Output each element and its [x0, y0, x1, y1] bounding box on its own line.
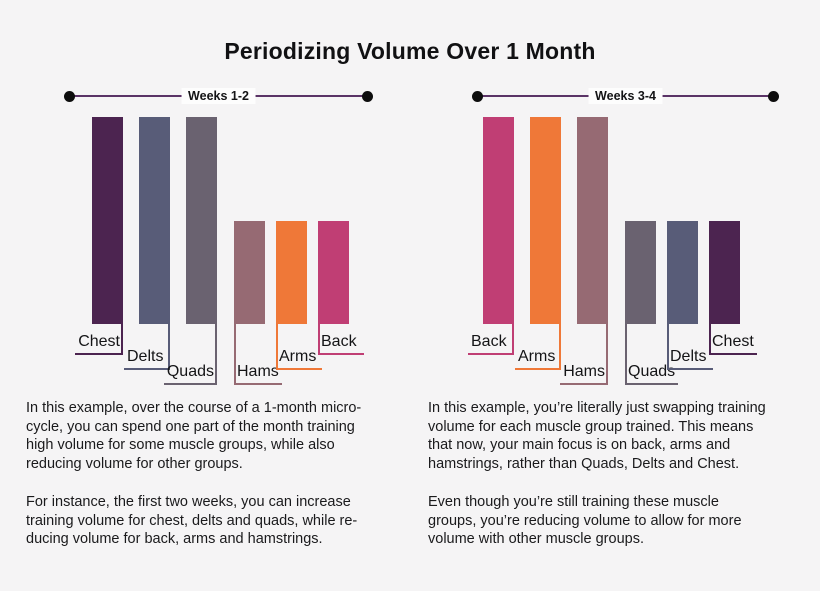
paragraph: In this example, over the course of a 1-…: [26, 400, 362, 472]
timeline-end-dot-icon: [768, 90, 779, 102]
timeline-weeks-1-2: Weeks 1-2: [64, 88, 373, 104]
bar-quads: [186, 117, 217, 324]
bar-label-quads: Quads: [625, 363, 679, 385]
leader-line-arms: [276, 324, 278, 370]
timeline-start-dot-icon: [472, 90, 483, 102]
explainer-weeks-3-4: In this example, you’re literally just s…: [428, 399, 808, 569]
leader-line-hams: [606, 324, 608, 385]
bar-label-back: Back: [468, 333, 514, 355]
leader-line-hams: [234, 324, 236, 385]
bar-label-quads: Quads: [163, 363, 217, 385]
bar-label-delts: Delts: [667, 348, 713, 370]
leader-line-arms: [559, 324, 561, 370]
paragraph: Even though you’re still training these …: [428, 494, 742, 547]
bar-label-hams: Hams: [234, 363, 282, 385]
bar-label-delts: Delts: [124, 348, 170, 370]
leader-line-quads: [215, 324, 217, 385]
bar-chest: [709, 220, 740, 324]
paragraph: For instance, the first two weeks, you c…: [26, 494, 358, 547]
leader-line-back: [512, 324, 514, 355]
bar-back: [483, 117, 514, 324]
leader-line-chest: [121, 324, 123, 355]
timeline-end-dot-icon: [362, 90, 373, 102]
bar-quads: [625, 220, 656, 324]
bar-label-hams: Hams: [560, 363, 608, 385]
bar-hams: [234, 220, 265, 324]
leader-line-back: [318, 324, 320, 355]
bar-back: [318, 220, 349, 324]
bar-delts: [139, 117, 170, 324]
bar-label-arms: Arms: [515, 348, 561, 370]
page-title: Periodizing Volume Over 1 Month: [224, 38, 596, 64]
bar-label-back: Back: [318, 333, 364, 355]
leader-line-chest: [709, 324, 711, 355]
bar-label-arms: Arms: [276, 348, 322, 370]
timeline-weeks-3-4: Weeks 3-4: [472, 88, 779, 104]
leader-line-delts: [168, 324, 170, 370]
bar-label-chest: Chest: [75, 333, 123, 355]
bar-delts: [667, 220, 698, 324]
leader-line-delts: [667, 324, 669, 370]
explainer-weeks-1-2: In this example, over the course of a 1-…: [26, 399, 406, 569]
bar-arms: [276, 220, 307, 324]
bar-chest: [92, 117, 123, 324]
bar-arms: [530, 117, 561, 324]
bar-label-chest: Chest: [709, 333, 757, 355]
paragraph: In this example, you’re literally just s…: [428, 400, 766, 472]
timeline-label-weeks-1-2: Weeks 1-2: [181, 88, 256, 104]
bar-hams: [577, 117, 608, 324]
timeline-label-weeks-3-4: Weeks 3-4: [588, 88, 663, 104]
timeline-start-dot-icon: [64, 90, 75, 102]
leader-line-quads: [625, 324, 627, 385]
